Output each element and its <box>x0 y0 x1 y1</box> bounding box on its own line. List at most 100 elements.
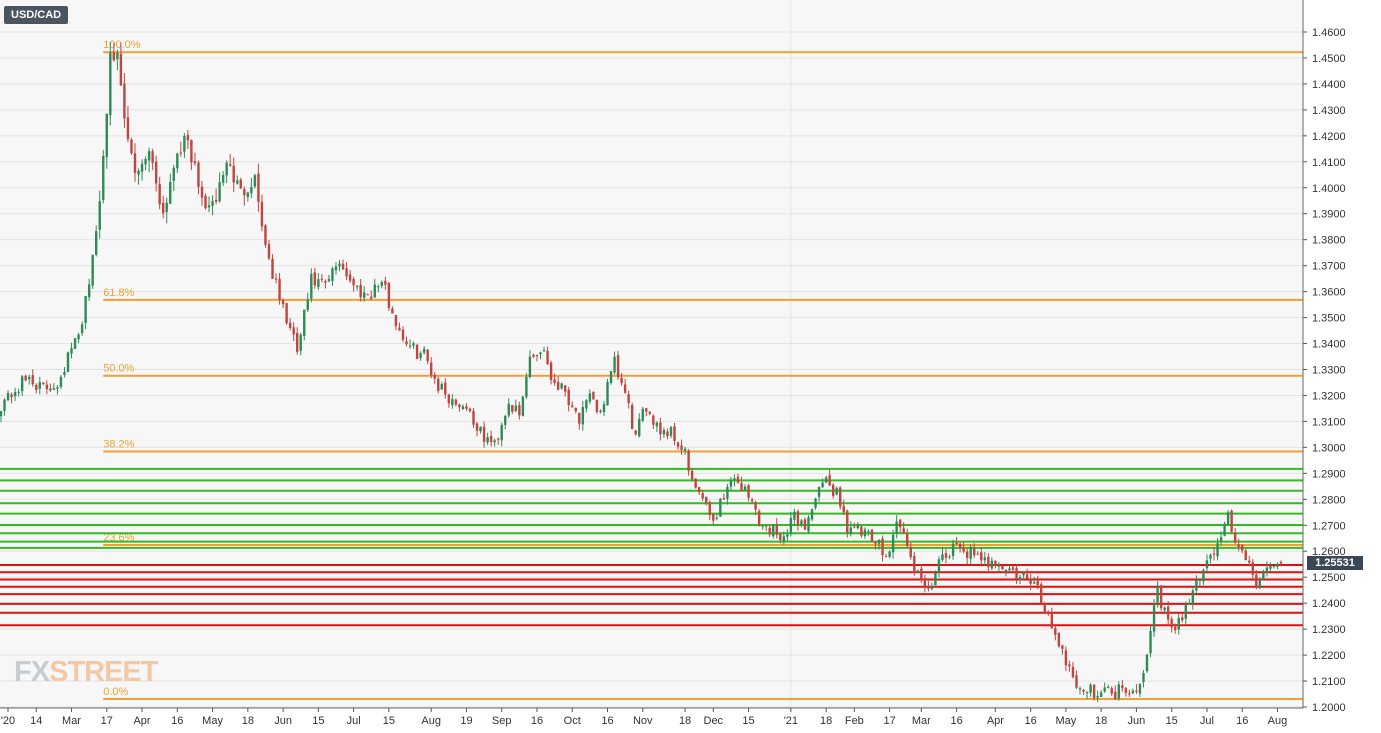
candle <box>578 412 581 430</box>
candle <box>380 280 384 289</box>
candle <box>419 351 422 361</box>
candle <box>1248 555 1251 567</box>
candle-body <box>532 354 535 357</box>
candle <box>1188 598 1191 605</box>
x-tick-label: Jul <box>1200 715 1214 727</box>
candle <box>662 427 666 438</box>
candle <box>930 582 934 591</box>
candle <box>1117 681 1120 701</box>
last-price-badge: 1.25531 <box>1307 556 1363 571</box>
candle <box>6 390 10 402</box>
candle <box>461 404 465 411</box>
candle-body <box>768 527 771 535</box>
candle-body <box>433 374 436 379</box>
candle-body <box>1233 532 1237 543</box>
x-tick-label: '21 <box>784 715 798 727</box>
candle <box>542 346 546 352</box>
candle <box>1166 600 1170 625</box>
candle-body <box>511 405 514 412</box>
candle-body <box>518 405 521 416</box>
candle <box>867 529 870 536</box>
candle <box>528 350 532 379</box>
y-tick-label: 1.3500 <box>1312 313 1346 325</box>
candle-body <box>444 382 447 395</box>
candle <box>214 188 218 205</box>
candle-body <box>271 258 274 279</box>
candle <box>303 309 306 341</box>
candle-body <box>535 354 539 356</box>
candle <box>147 147 151 173</box>
candle <box>144 156 147 171</box>
candle <box>200 180 204 206</box>
candle <box>983 551 987 567</box>
x-tick-label: 16 <box>171 715 183 727</box>
candle <box>969 544 972 565</box>
candle <box>324 279 327 289</box>
candle <box>1265 561 1269 577</box>
candle <box>712 513 715 525</box>
candle-body <box>70 348 73 354</box>
x-tick-label: 18 <box>242 715 254 727</box>
candle <box>994 560 997 569</box>
candle <box>944 548 948 564</box>
candle <box>694 478 697 489</box>
candle <box>764 525 768 532</box>
candle-body <box>1124 688 1128 693</box>
candle <box>1230 509 1233 534</box>
candle-body <box>401 329 405 340</box>
candle <box>126 105 130 143</box>
candle-body <box>585 400 588 409</box>
candle <box>10 392 13 404</box>
candle-body <box>831 484 835 496</box>
x-tick-label: Aug <box>1268 715 1288 727</box>
candle <box>937 556 941 578</box>
x-tick-label: May <box>202 715 223 727</box>
candle <box>627 390 630 409</box>
candle <box>715 513 719 521</box>
candle-body <box>627 394 630 404</box>
candle <box>895 515 898 539</box>
candle-body <box>1047 612 1050 614</box>
candle-body <box>229 164 232 166</box>
candle-body <box>317 279 320 287</box>
y-tick-label: 1.3200 <box>1312 390 1346 402</box>
candle-body <box>278 278 281 300</box>
candle <box>1018 574 1022 585</box>
candle <box>504 414 507 430</box>
candle <box>571 401 574 408</box>
candle-body <box>0 411 3 417</box>
candle <box>197 160 200 195</box>
candle <box>391 306 394 314</box>
fib-label: 100.0% <box>103 39 141 51</box>
candle-body <box>116 52 119 60</box>
candle <box>348 269 352 283</box>
candle <box>958 541 962 553</box>
y-tick-label: 1.2700 <box>1312 520 1346 532</box>
candle-body <box>1050 612 1053 629</box>
candle <box>736 473 740 484</box>
candle <box>429 357 433 379</box>
x-tick-label: 16 <box>950 715 962 727</box>
candle-body <box>747 485 750 498</box>
candle <box>853 522 856 529</box>
candle <box>1184 601 1187 625</box>
candle <box>486 432 489 446</box>
candle-body <box>468 408 472 412</box>
candle-body <box>994 560 997 566</box>
candle-body <box>165 202 168 213</box>
candle <box>444 378 447 399</box>
candle-body <box>680 445 683 450</box>
x-tick-label: Aug <box>421 715 441 727</box>
support-resistance-levels <box>0 467 1303 627</box>
candle-body <box>1018 576 1022 581</box>
candle <box>574 407 577 414</box>
candle-body <box>944 553 948 558</box>
candle-body <box>676 442 680 447</box>
candle-body <box>10 394 13 398</box>
candle-body <box>789 518 793 534</box>
candle-body <box>1103 687 1106 692</box>
candle-body <box>906 533 909 547</box>
candle-body <box>666 431 669 437</box>
candle-body <box>144 158 147 165</box>
